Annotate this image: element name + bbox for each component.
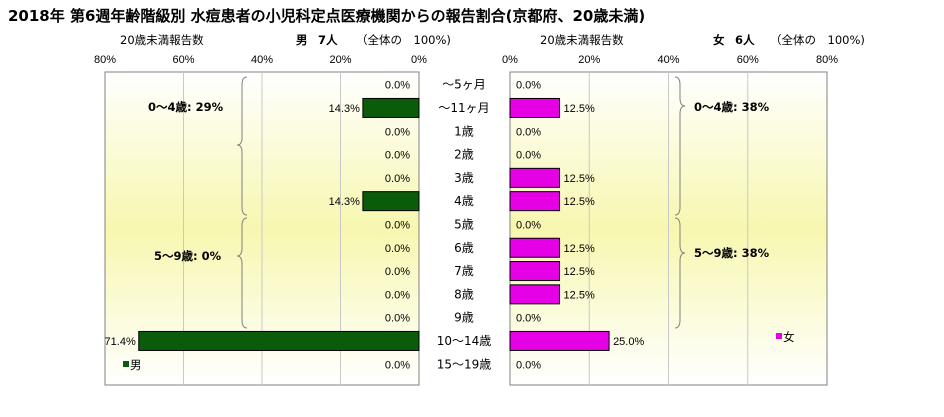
female-axis-tick: 40% [657, 54, 679, 66]
category-label: ～11ヶ月 [438, 101, 489, 115]
female-axis-tick: 80% [816, 54, 838, 66]
female-value-label: 0.0% [516, 80, 541, 92]
male-axis-tick: 0% [411, 54, 427, 66]
male-value-label: 71.4% [105, 336, 136, 348]
male-value-label: 14.3% [329, 103, 360, 115]
legend-female-label: 女 [783, 330, 795, 344]
female-bar [509, 237, 561, 258]
male-axis-tick: 60% [172, 54, 194, 66]
chart-title: 2018年 第6週年齢階級別 水痘患者の小児科定点医療機関からの報告割合(京都府… [8, 7, 645, 25]
female-axis-tick: 60% [737, 54, 759, 66]
male-axis-tick: 80% [94, 54, 116, 66]
female-value-label: 12.5% [564, 266, 595, 278]
male-value-label: 0.0% [385, 359, 410, 371]
group-label-female-0-4: 0～4歳: 38% [694, 100, 770, 114]
female-value-label: 12.5% [564, 289, 595, 301]
male-value-label: 0.0% [385, 150, 410, 162]
right-header-sex: 女 [713, 33, 725, 47]
left-header-total: （全体の 100%) [356, 33, 451, 47]
male-value-label: 0.0% [385, 289, 410, 301]
female-value-label: 0.0% [516, 359, 541, 371]
category-label: 5歳 [454, 217, 474, 231]
male-value-label: 0.0% [385, 126, 410, 138]
category-label: 8歳 [454, 287, 474, 301]
female-axis-tick: 20% [578, 54, 600, 66]
female-value-label: 25.0% [613, 336, 644, 348]
legend-male-swatch [123, 361, 129, 367]
male-brace-0-4 [236, 76, 248, 216]
male-value-label: 0.0% [385, 243, 410, 255]
category-label: 7歳 [454, 264, 474, 278]
female-value-label: 0.0% [516, 313, 541, 325]
axis-ticks: 80% 60% 40% 20% 0% 0% 20% 40% 60% 80% [94, 54, 838, 66]
category-label: 4歳 [454, 194, 474, 208]
male-value-label: 14.3% [329, 196, 360, 208]
female-bar [509, 284, 561, 305]
male-value-label: 0.0% [385, 313, 410, 325]
female-bar [509, 191, 561, 212]
female-value-label: 0.0% [516, 150, 541, 162]
female-value-label: 12.5% [564, 196, 595, 208]
category-label: 6歳 [454, 241, 474, 255]
left-header-count: 7人 [318, 33, 338, 47]
male-value-label: 0.0% [385, 266, 410, 278]
group-label-male-5-9: 5～9歳: 0% [154, 249, 222, 263]
category-label: 2歳 [454, 148, 474, 162]
female-bar [509, 330, 610, 351]
category-label: 15～19歳 [437, 357, 492, 371]
female-value-label: 0.0% [516, 126, 541, 138]
female-value-label: 12.5% [564, 243, 595, 255]
category-label: 10～14歳 [437, 334, 492, 348]
left-header-sex: 男 [296, 33, 308, 47]
category-label: 9歳 [454, 311, 474, 325]
female-value-label: 12.5% [564, 103, 595, 115]
male-value-label: 0.0% [385, 173, 410, 185]
male-bar [362, 97, 420, 118]
female-brace-0-4 [674, 76, 686, 216]
male-value-label: 0.0% [385, 219, 410, 231]
category-label: 1歳 [454, 124, 474, 138]
category-label: 3歳 [454, 171, 474, 185]
female-brace-5-9 [674, 217, 686, 329]
group-label-male-0-4: 0～4歳: 29% [148, 100, 224, 114]
value-labels: 0.0% 0.0% 14.3% 12.5% 0.0% 0.0% 0.0% 0.0% 0.0% 12… [105, 80, 645, 372]
legend-male-label: 男 [130, 358, 142, 372]
right-header-label: 20歳未満報告数 [540, 33, 624, 47]
male-axis-tick: 40% [251, 54, 273, 66]
right-header-total: （全体の 100%) [770, 33, 865, 47]
male-axis-tick: 20% [329, 54, 351, 66]
bars [138, 97, 610, 351]
legend-female-swatch [776, 333, 782, 339]
female-bar [509, 167, 561, 188]
male-bar [138, 330, 420, 351]
female-axis-tick: 0% [502, 54, 518, 66]
category-label: ～5ヶ月 [442, 78, 486, 92]
female-bar [509, 97, 561, 118]
male-value-label: 0.0% [385, 80, 410, 92]
female-value-label: 12.5% [564, 173, 595, 185]
female-bar [509, 261, 561, 282]
male-brace-5-9 [236, 217, 248, 329]
female-value-label: 0.0% [516, 219, 541, 231]
category-labels: ～5ヶ月 ～11ヶ月 1歳 2歳 3歳 4歳 5歳 6歳 7歳 8歳 9歳 10～14歳 15～19歳 [437, 78, 492, 372]
male-bar [362, 191, 420, 212]
group-label-female-5-9: 5～9歳: 38% [694, 246, 770, 260]
left-header-label: 20歳未満報告数 [120, 33, 204, 47]
right-header-count: 6人 [735, 33, 755, 47]
